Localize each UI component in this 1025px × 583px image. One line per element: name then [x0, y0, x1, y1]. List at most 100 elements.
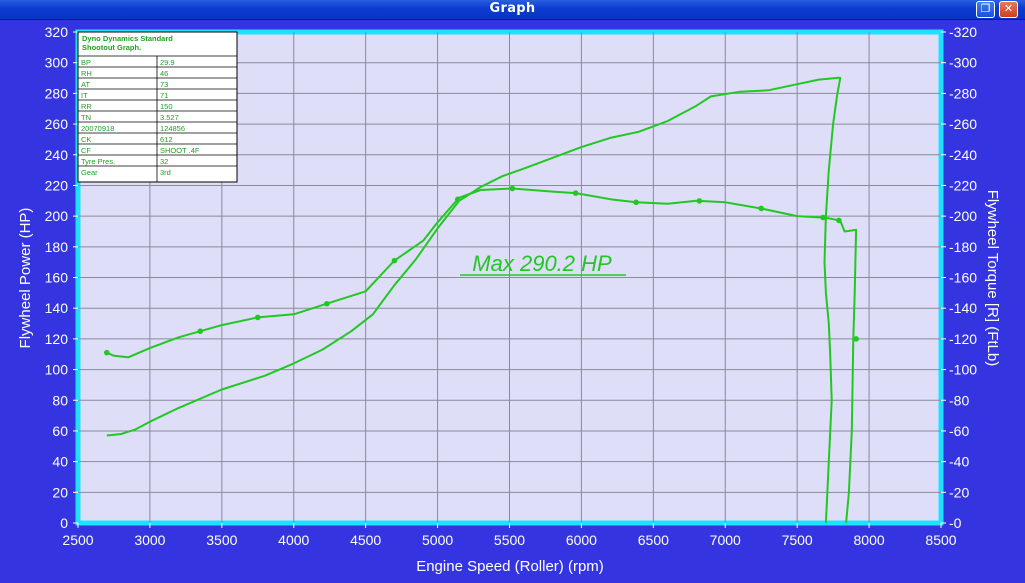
x-tick-label: 7000 [710, 532, 741, 548]
y2-tick-label: -100 [949, 362, 977, 378]
legend-table-value: 46 [160, 69, 168, 78]
x-tick-label: 3500 [206, 532, 237, 548]
y-tick-label: 280 [45, 85, 69, 101]
y2-tick-label: -280 [949, 85, 977, 101]
y-tick-label: 40 [52, 454, 68, 470]
y2-tick-label: -140 [949, 300, 977, 316]
legend-table-value: 73 [160, 80, 168, 89]
title-bar: Graph ❐ ✕ [0, 0, 1025, 20]
y-tick-label: 140 [45, 300, 69, 316]
y-tick-label: 80 [52, 392, 68, 408]
x-tick-label: 4000 [278, 532, 309, 548]
y-tick-label: 0 [60, 515, 68, 531]
data-point-marker [836, 217, 842, 224]
legend-table-value: 3rd [160, 168, 171, 177]
legend-table-value: 150 [160, 102, 173, 111]
legend-table-key: CK [81, 135, 91, 144]
y-tick-label: 320 [45, 24, 69, 40]
legend-table-key: RH [81, 69, 92, 78]
x-tick-label: 8500 [925, 532, 956, 548]
legend-table-key: IT [81, 91, 88, 100]
legend-table-value: 32 [160, 157, 168, 166]
data-point-marker [633, 199, 639, 206]
y2-tick-label: -240 [949, 147, 977, 163]
x-tick-label: 6500 [638, 532, 669, 548]
y2-tick-label: -60 [949, 423, 969, 439]
y-tick-label: 240 [45, 147, 69, 163]
legend-table-frame [77, 31, 238, 183]
y-tick-label: 100 [45, 362, 69, 378]
restore-icon: ❐ [980, 2, 991, 15]
data-point-marker [758, 205, 765, 212]
torque-curve [106, 187, 858, 524]
y2-tick-label: -160 [949, 270, 977, 286]
y-tick-label: 300 [45, 55, 69, 71]
x-tick-label: 4500 [350, 532, 381, 548]
data-point-marker [454, 196, 461, 203]
y2-tick-label: -80 [949, 392, 969, 408]
y2-tick-label: -220 [949, 177, 977, 193]
y2-tick-label: -260 [949, 116, 977, 132]
y2-axis-ticks: -0 -20 -40 -60 -80 -100 -120 -140 -160 -180 -200 -2… [941, 24, 977, 531]
max-power-annotation: Max 290.2 HP [472, 251, 612, 276]
x-tick-label: 3000 [134, 532, 165, 548]
legend-table-key: RR [81, 102, 92, 111]
y2-tick-label: -200 [949, 208, 977, 224]
legend-table-value: SHOOT .4F [160, 146, 200, 155]
y2-tick-label: -40 [949, 454, 969, 470]
x-tick-label: 8000 [854, 532, 885, 548]
legend-table-key: Tyre Pres. [81, 157, 115, 166]
x-tick-label: 5000 [422, 532, 453, 548]
x-tick-label: 6000 [566, 532, 597, 548]
legend-table-value: 29.9 [160, 58, 175, 67]
data-point-marker [509, 185, 516, 192]
legend-table-key: Gear [81, 168, 98, 177]
x-tick-label: 7500 [782, 532, 813, 548]
grid-lines [78, 32, 941, 523]
data-point-marker [324, 300, 330, 307]
data-point-marker [572, 190, 579, 196]
y2-tick-label: -180 [949, 239, 977, 255]
legend-table-header: Dyno Dynamics Standard [82, 34, 173, 43]
x-tick-label: 5500 [494, 532, 525, 548]
legend-table-value: 612 [160, 135, 173, 144]
x-axis-ticks: 2500 3000 3500 4000 4500 5000 5500 6000 6500 7000… [62, 523, 957, 548]
restore-button[interactable]: ❐ [976, 1, 995, 18]
legend-table-value: 3.527 [160, 113, 179, 122]
data-point-marker [254, 314, 261, 321]
close-button[interactable]: ✕ [999, 1, 1018, 18]
y-tick-label: 200 [45, 208, 69, 224]
y-tick-label: 60 [52, 423, 68, 439]
series-lines [106, 76, 858, 524]
y2-tick-label: -300 [949, 55, 977, 71]
legend-table-value: 71 [160, 91, 168, 100]
y2-tick-label: -0 [949, 515, 962, 531]
x-axis-label: Engine Speed (Roller) (rpm) [416, 558, 604, 575]
data-point-marker [391, 257, 398, 264]
y2-tick-label: -320 [949, 24, 977, 40]
data-point-marker [103, 349, 110, 356]
power-curve [106, 76, 842, 524]
y-tick-label: 180 [45, 239, 69, 255]
y-tick-label: 260 [45, 116, 69, 132]
legend-table-header: Shootout Graph. [82, 43, 141, 52]
data-point-marker [853, 336, 859, 342]
legend-table-key: BP [81, 58, 91, 67]
y2-tick-label: -120 [949, 331, 977, 347]
y-tick-label: 220 [45, 177, 69, 193]
dyno-chart: 2500 3000 3500 4000 4500 5000 5500 6000 6500 7000… [17, 24, 1001, 575]
y2-tick-label: -20 [949, 484, 969, 500]
y2-axis-label: Flywheel Torque [R] (FtLb) [984, 190, 1001, 366]
series-markers [103, 185, 859, 356]
y-tick-label: 160 [45, 270, 69, 286]
legend-table-key: AT [81, 80, 90, 89]
data-point-marker [696, 198, 703, 204]
window-title: Graph [489, 1, 536, 16]
data-point-marker [820, 214, 826, 221]
legend-table-key: CF [81, 146, 91, 155]
legend-table-key: TN [81, 113, 91, 122]
y-tick-label: 20 [52, 484, 68, 500]
data-point-marker [197, 328, 204, 335]
legend-table-key: 20070918 [81, 124, 114, 133]
